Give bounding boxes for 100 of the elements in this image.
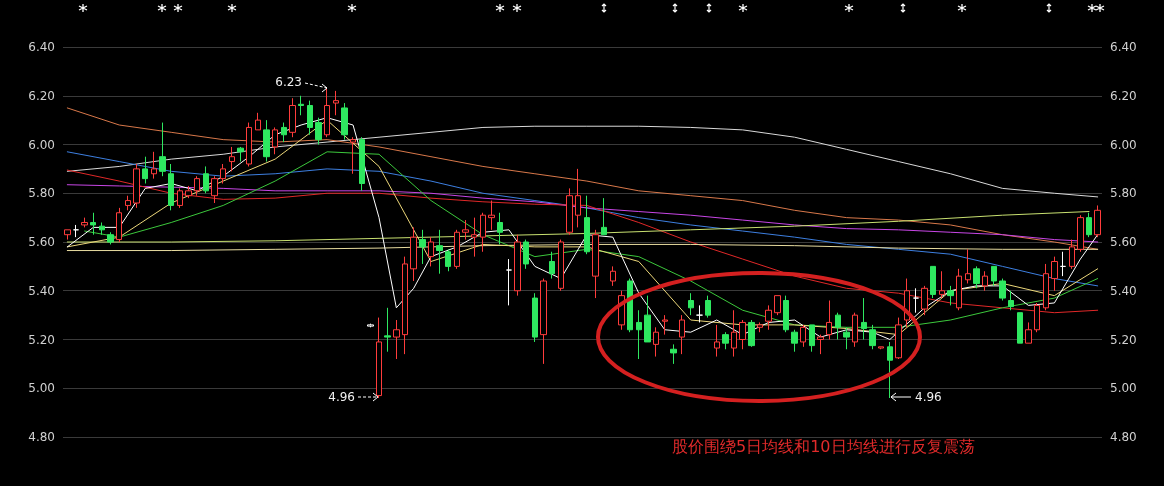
candlestick (817, 334, 824, 355)
y2-tick-label: 6.20 (1110, 88, 1137, 103)
candlestick (1077, 214, 1084, 253)
candlestick (1051, 256, 1058, 292)
candlestick (1025, 321, 1032, 344)
candlestick (947, 285, 954, 306)
candlestick (1008, 290, 1014, 311)
candlestick (843, 326, 850, 350)
y2-tick-label: 5.00 (1110, 381, 1137, 396)
candlestick (471, 217, 477, 258)
candlestick (81, 217, 88, 228)
candlestick (281, 122, 287, 143)
candlestick (445, 248, 451, 272)
candlestick (592, 229, 599, 299)
candlestick (566, 187, 573, 236)
candlestick (1043, 263, 1049, 311)
candlestick (376, 317, 382, 399)
candlestick (428, 236, 434, 267)
line-series (66, 211, 1090, 243)
candlestick (497, 212, 503, 245)
candlestick (921, 285, 928, 316)
candlestick (757, 321, 763, 333)
candlestick (419, 229, 426, 265)
candlestick (869, 324, 876, 350)
candlestick (558, 239, 564, 292)
candlestick (852, 312, 858, 348)
candlestick (575, 168, 581, 228)
candlestick (272, 126, 278, 155)
line-series (66, 169, 1099, 314)
candlestick (185, 185, 192, 199)
candlestick (601, 197, 607, 236)
candlestick (488, 200, 495, 231)
candlestick (748, 319, 755, 348)
candlestick (809, 324, 815, 353)
y2-tick-label: 5.80 (1110, 186, 1137, 201)
candlestick (532, 292, 538, 343)
annotation: 6.23 (275, 75, 302, 89)
candlestick (627, 278, 633, 333)
candlestick (982, 270, 988, 292)
candlestick (73, 224, 79, 238)
candlestick (116, 207, 122, 243)
candlestick (610, 265, 616, 287)
y-tick-label: 5.20 (28, 332, 55, 347)
candlestick (263, 119, 270, 163)
candlestick (307, 100, 313, 136)
candlestick (151, 151, 157, 180)
candlestick (289, 97, 296, 138)
candlestick (393, 319, 400, 360)
candlestick (480, 212, 486, 253)
candlestick (229, 146, 235, 172)
candlestick (1069, 239, 1075, 270)
y-tick-label: 4.80 (28, 430, 55, 444)
candlestick (220, 163, 226, 184)
candlestick (1017, 312, 1023, 344)
candlestick (705, 295, 711, 319)
line-series (66, 125, 1099, 198)
candlestick (688, 292, 694, 316)
y2-tick-label: 6.00 (1110, 137, 1137, 152)
candlestick (861, 297, 867, 340)
candlestick (956, 268, 962, 311)
y-tick-label: 5.40 (28, 283, 55, 298)
candlestick (991, 265, 997, 287)
annotation: 4.96 (915, 390, 942, 404)
candlestick (255, 112, 261, 131)
candlestick (636, 309, 642, 360)
candlestick (653, 326, 659, 358)
candlestick (1034, 302, 1040, 333)
candlestick (523, 239, 529, 270)
candlestick (549, 251, 555, 280)
y2-tick-label: 5.40 (1110, 283, 1137, 298)
candlestick (800, 324, 806, 348)
candlestick (168, 163, 174, 211)
candlestick (739, 319, 746, 350)
candlestick (878, 346, 884, 350)
candlestick (679, 314, 685, 355)
y2-tick-label: 5.60 (1110, 235, 1137, 249)
candlestick (722, 331, 729, 350)
y-tick-label: 5.60 (28, 235, 55, 249)
candlestick (462, 219, 469, 241)
candlestick (436, 229, 443, 275)
candlestick (324, 87, 330, 138)
candlestick (410, 226, 417, 282)
candlestick (211, 175, 218, 204)
candlestick (662, 314, 668, 336)
candlestick (1060, 251, 1066, 277)
candlestick (913, 287, 919, 314)
line-series (66, 151, 1099, 287)
y2-tick-label: 6.40 (1110, 40, 1137, 54)
candlestick (540, 278, 547, 365)
candlestick (402, 256, 408, 355)
candlestick (999, 278, 1006, 301)
candlestick (298, 95, 304, 116)
candlestick (159, 122, 166, 177)
candlestick (826, 300, 832, 340)
candlestick (791, 329, 798, 353)
candlestick (125, 195, 131, 211)
candlestick (670, 343, 677, 365)
candlestick (783, 295, 789, 333)
y2-tick-label: 5.20 (1110, 332, 1137, 347)
y-tick-label: 5.80 (28, 186, 55, 201)
